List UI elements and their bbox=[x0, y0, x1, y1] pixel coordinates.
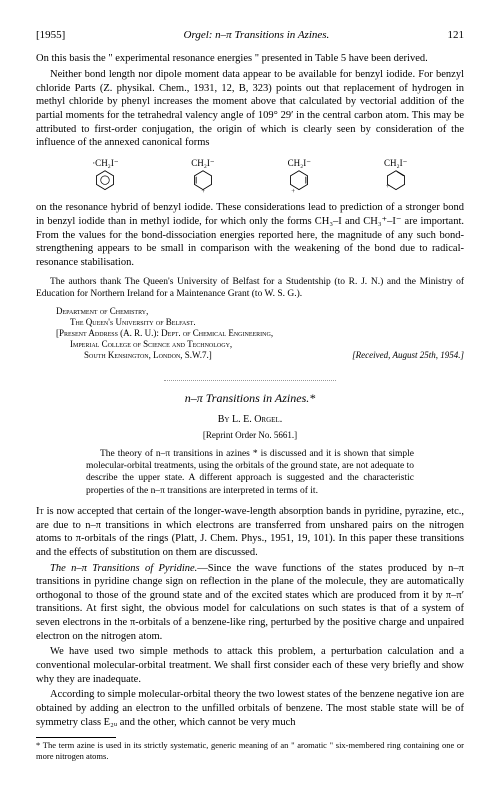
paragraph-1: On this basis the " experimental resonan… bbox=[36, 52, 464, 66]
paragraph-5: The n–π Transitions of Pyridine.—Since t… bbox=[36, 562, 464, 644]
benzene-ring-icon bbox=[93, 169, 117, 193]
page-header: [1955] Orgel: n–π Transitions in Azines.… bbox=[36, 28, 464, 42]
svg-text:+: + bbox=[201, 188, 205, 193]
article-title-text: n–π Transitions in Azines.* bbox=[185, 391, 315, 405]
chem-structure-1: ·CH₂I⁻ bbox=[92, 158, 118, 194]
svg-text:+: + bbox=[292, 188, 296, 193]
chem-structure-4: CH₂I⁻ + bbox=[384, 158, 408, 194]
page-number: 121 bbox=[447, 28, 464, 42]
header-title-running: Orgel: n–π Transitions in Azines. bbox=[184, 28, 330, 42]
paragraph-7: According to simple molecular-orbital th… bbox=[36, 688, 464, 729]
article-title: n–π Transitions in Azines.* bbox=[36, 391, 464, 407]
benzene-ring-icon: + bbox=[287, 169, 311, 193]
chem-structure-3: CH₂I⁻ + bbox=[287, 158, 311, 194]
paragraph-3: on the resonance hybrid of benzyl iodide… bbox=[36, 201, 464, 269]
paragraph-4-text: is now accepted that certain of the long… bbox=[36, 506, 464, 558]
reprint-order: [Reprint Order No. 5661.] bbox=[36, 430, 464, 442]
article-abstract: The theory of n–π transitions in azines … bbox=[86, 448, 414, 497]
chem-structure-2: CH₂I⁻ + bbox=[191, 158, 215, 194]
dept-line-3: [Present Address (A. R. U.): Dept. of Ch… bbox=[56, 328, 464, 339]
footnote-text: * The term azine is used in its strictly… bbox=[36, 740, 464, 762]
article-author: By L. E. Orgel. bbox=[36, 413, 464, 426]
chem-label-1: ·CH₂I⁻ bbox=[92, 158, 118, 170]
acknowledgements: The authors thank The Queen's University… bbox=[36, 276, 464, 301]
dept-line-4: Imperial College of Science and Technolo… bbox=[70, 339, 464, 350]
paragraph-4: It is now accepted that certain of the l… bbox=[36, 505, 464, 560]
dept-line-5: South Kensington, London, S.W.7.] [Recei… bbox=[84, 350, 464, 361]
chem-label-4: CH₂I⁻ bbox=[384, 158, 407, 170]
affiliation-block: Department of Chemistry, The Queen's Uni… bbox=[56, 306, 464, 360]
footnote-rule bbox=[36, 737, 116, 738]
chem-label-2: CH₂I⁻ bbox=[191, 158, 214, 170]
article-separator bbox=[164, 380, 335, 381]
svg-text:+: + bbox=[385, 183, 389, 190]
header-year: [1955] bbox=[36, 28, 65, 42]
dept-line-5-text: South Kensington, London, S.W.7.] bbox=[84, 350, 212, 360]
benzene-ring-icon: + bbox=[191, 169, 215, 193]
chemical-structures-row: ·CH₂I⁻ CH₂I⁻ + CH₂I⁻ + CH₂I⁻ + bbox=[56, 158, 444, 194]
dept-line-2: The Queen's University of Belfast. bbox=[70, 317, 464, 328]
section-heading-inline: The n–π Transitions of Pyridine. bbox=[50, 563, 197, 574]
paragraph-6: We have used two simple methods to attac… bbox=[36, 645, 464, 686]
dept-line-1: Department of Chemistry, bbox=[56, 306, 464, 317]
paragraph-5-text: —Since the wave functions of the states … bbox=[36, 563, 464, 642]
benzene-ring-icon: + bbox=[384, 169, 408, 193]
paragraph-2: Neither bond length nor dipole moment da… bbox=[36, 68, 464, 150]
received-date: [Received, August 25th, 1954.] bbox=[352, 350, 464, 361]
chem-label-3: CH₂I⁻ bbox=[288, 158, 311, 170]
dropword: It bbox=[36, 506, 44, 517]
